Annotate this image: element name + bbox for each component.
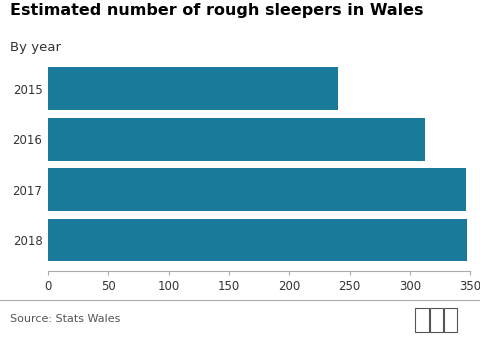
Bar xyxy=(48,219,467,261)
Text: B: B xyxy=(432,315,440,325)
Text: C: C xyxy=(447,315,455,325)
Text: B: B xyxy=(418,315,426,325)
Text: Source: Stats Wales: Source: Stats Wales xyxy=(10,314,120,324)
Bar xyxy=(48,67,337,110)
Text: By year: By year xyxy=(10,41,60,54)
Bar xyxy=(48,118,424,161)
Text: Estimated number of rough sleepers in Wales: Estimated number of rough sleepers in Wa… xyxy=(10,3,423,18)
Bar xyxy=(48,168,466,211)
